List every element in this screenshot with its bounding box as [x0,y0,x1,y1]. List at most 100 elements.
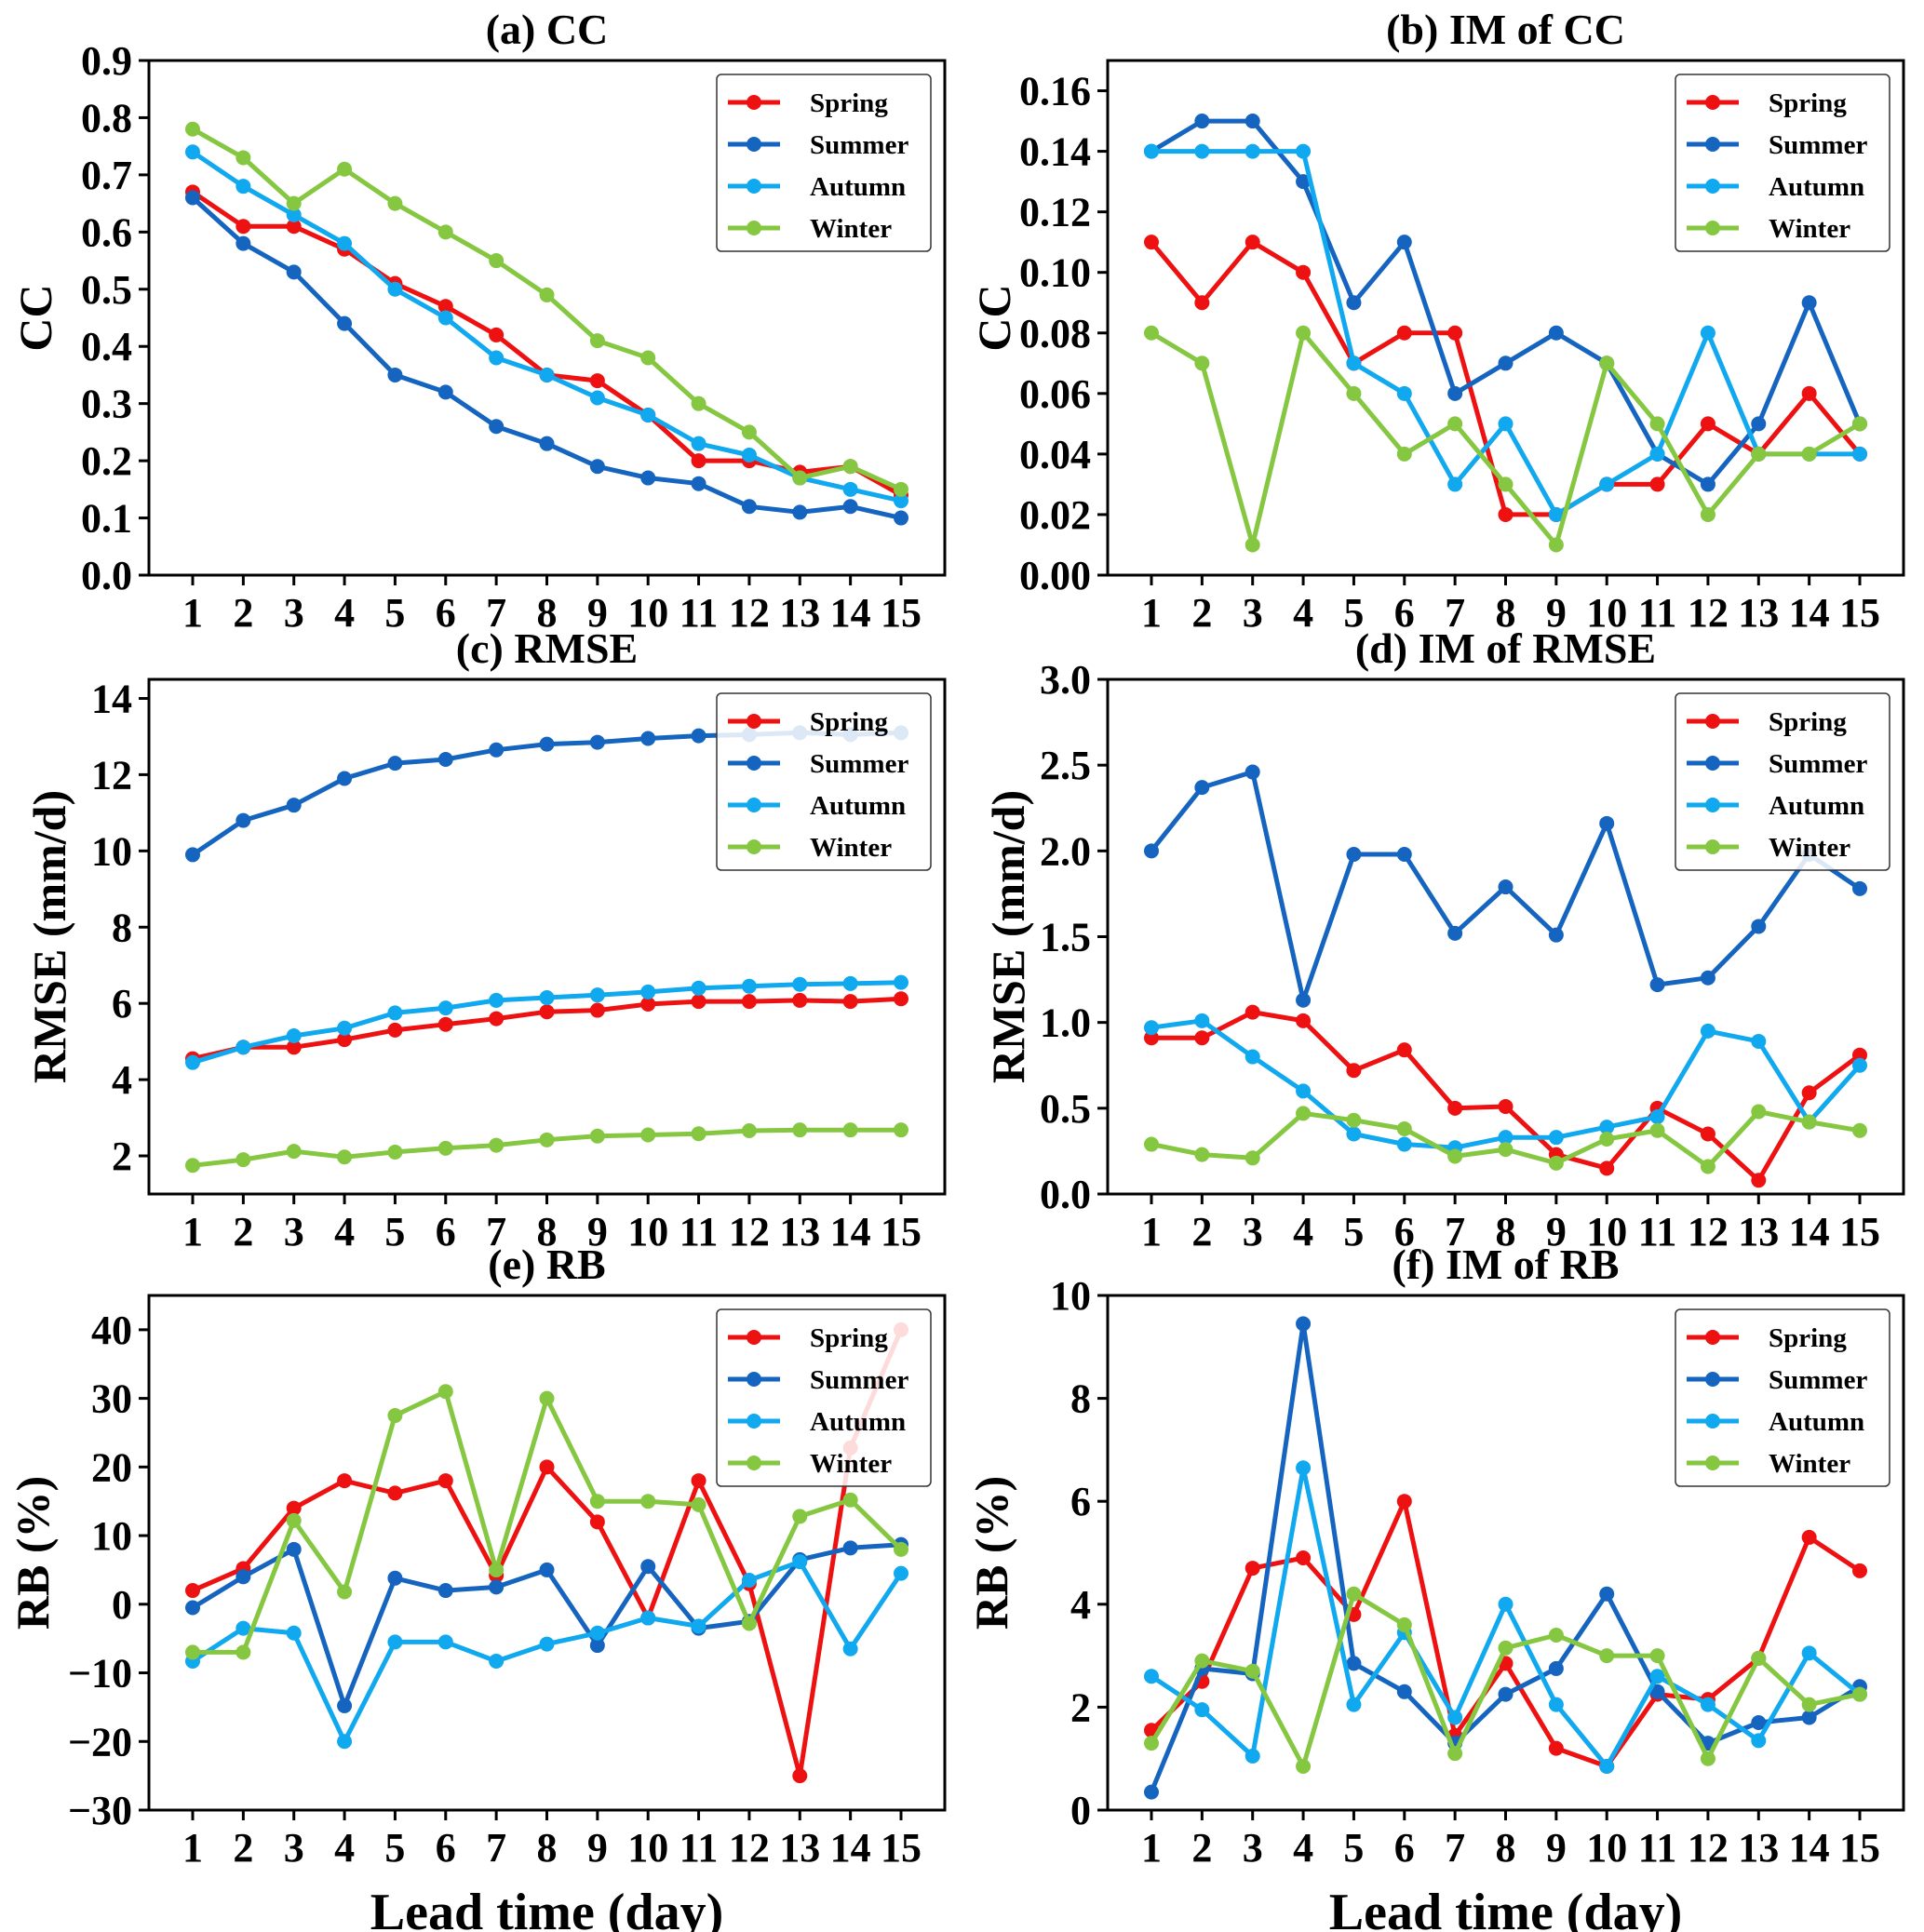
x-tick-label: 6 [1394,590,1415,636]
data-point [437,224,453,240]
data-point [1296,325,1312,341]
chart-title: (d) IM of RMSE [1355,624,1656,672]
data-point [1396,1136,1412,1152]
data-point [1144,1736,1159,1751]
x-tick-label: 11 [1638,590,1677,636]
data-point [589,1625,605,1641]
y-tick-label: 0.14 [1019,129,1091,175]
data-point [1498,879,1514,895]
series-winter [185,1122,908,1174]
legend-item-winter: Winter [1687,1449,1850,1479]
data-point [1649,1122,1665,1138]
data-point [1346,1112,1362,1128]
x-tick-label: 8 [537,590,558,636]
data-point [437,1473,453,1489]
data-point [1649,977,1665,993]
legend-label: Spring [1769,1323,1847,1353]
legend-swatch-marker [747,1456,761,1470]
data-point [1396,1684,1412,1699]
series-summer [1144,764,1867,1008]
data-point [691,1496,706,1512]
x-tick-label: 15 [881,1209,922,1254]
data-point [894,493,908,509]
data-point [1751,1714,1767,1730]
data-point [842,1641,858,1657]
data-point [741,499,757,515]
data-point [185,1158,200,1174]
x-tick-label: 3 [1243,590,1263,636]
data-point [1447,325,1463,341]
x-tick-label: 5 [1343,590,1364,636]
data-point [387,281,403,297]
legend-item-autumn: Autumn [728,1407,906,1437]
legend-swatch-marker [1705,179,1720,194]
legend-label: Autumn [810,1407,906,1437]
data-point [185,1644,200,1660]
data-point [437,1384,453,1400]
data-point [337,1473,353,1489]
data-point [589,1002,605,1018]
data-point [1498,476,1514,492]
data-point [1296,174,1312,190]
data-point [741,994,757,1010]
data-point [1194,1702,1210,1718]
x-tick-label: 9 [587,1825,608,1871]
data-point [1144,1020,1159,1036]
legend-swatch-marker [1705,1330,1720,1345]
data-point [1599,1132,1615,1147]
data-point [387,1144,403,1160]
data-point [539,367,555,382]
y-axis-label: RMSE (mm/d) [23,790,75,1083]
y-axis-label: RMSE (mm/d) [982,790,1034,1083]
x-tick-label: 12 [729,590,770,636]
y-tick-label: 0.0 [81,553,132,598]
legend-label: Autumn [1769,172,1864,202]
legend-swatch-marker [1705,1372,1720,1387]
x-tick-label: 6 [1394,1209,1415,1254]
y-tick-label: 8 [112,905,132,950]
data-point [539,1390,555,1406]
y-tick-label: 2.5 [1040,743,1091,788]
y-tick-label: 6 [1070,1479,1091,1524]
series-autumn [185,1554,908,1750]
y-tick-label: 0.5 [1040,1086,1091,1132]
data-point [337,1734,353,1750]
data-point [589,1128,605,1144]
y-tick-label: 0.3 [81,382,132,427]
y-tick-label: 8 [1070,1376,1091,1422]
data-point [691,1126,706,1142]
data-point [235,812,251,828]
y-tick-label: 10 [91,828,132,874]
data-point [1194,1147,1210,1162]
data-point [792,1509,808,1524]
x-tick-label: 8 [1496,1825,1516,1871]
data-point [1144,1030,1159,1046]
y-axis-label: CC [968,284,1020,351]
x-tick-label: 3 [1243,1825,1263,1871]
legend-label: Summer [1769,749,1867,779]
data-point [337,1020,353,1036]
data-point [691,436,706,451]
data-point [489,1562,505,1577]
data-point [894,1565,908,1581]
x-tick-label: 8 [537,1209,558,1254]
data-point [337,235,353,251]
x-tick-label: 4 [334,1209,355,1254]
x-tick-label: 4 [1293,1825,1313,1871]
x-tick-label: 13 [1738,590,1779,636]
data-point [437,1016,453,1032]
legend-item-summer: Summer [1687,130,1867,160]
data-point [691,453,706,469]
legend-box [716,74,932,252]
y-axis-label: RB (%) [7,1476,59,1630]
legend-label: Spring [810,1323,888,1353]
data-point [337,771,353,786]
data-point [842,459,858,475]
legend-swatch-marker [1705,798,1720,812]
x-tick-label: 12 [729,1209,770,1254]
data-point [1751,416,1767,432]
data-point [286,798,302,813]
series-winter [185,121,908,497]
data-point [1447,1100,1463,1116]
data-point [792,1122,808,1138]
